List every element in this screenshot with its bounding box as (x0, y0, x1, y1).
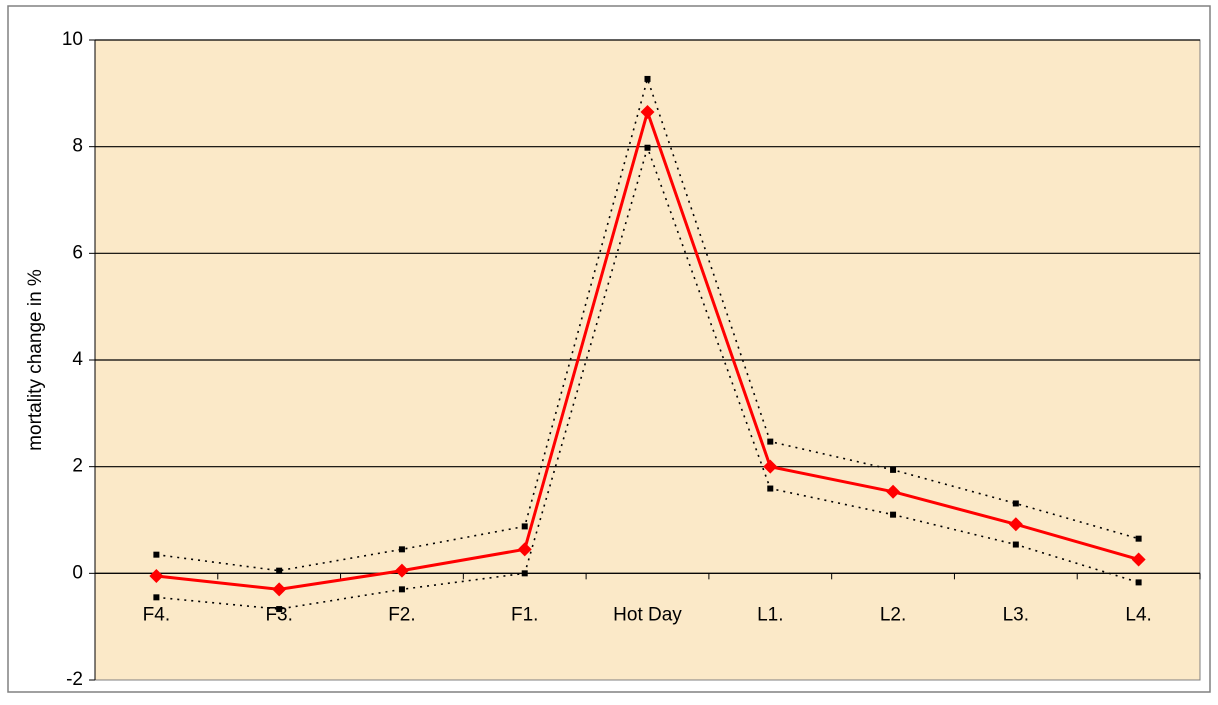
x-tick-label: L3. (1003, 604, 1029, 625)
marker (1012, 541, 1019, 548)
marker (1008, 517, 1023, 532)
bound-line (156, 145, 1139, 610)
marker (521, 570, 528, 577)
y-tick-label: 6 (72, 242, 83, 263)
marker (763, 459, 778, 474)
marker (517, 542, 532, 557)
marker (890, 511, 897, 518)
marker (276, 606, 283, 613)
marker (276, 567, 283, 574)
marker (153, 594, 160, 601)
y-tick-label: 0 (72, 562, 83, 583)
marker (153, 551, 160, 558)
x-tick-label: F3. (265, 604, 292, 625)
marker (521, 523, 528, 530)
x-tick-label: F2. (388, 604, 415, 625)
marker (644, 144, 651, 151)
x-tick-label: L2. (880, 604, 906, 625)
y-tick-label: -2 (66, 669, 83, 690)
marker (1135, 579, 1142, 586)
marker (394, 563, 409, 578)
x-tick-label: Hot Day (613, 604, 682, 625)
marker (890, 466, 897, 473)
y-tick-label: 8 (72, 136, 83, 157)
x-tick-label: F4. (143, 604, 170, 625)
marker (640, 105, 655, 119)
marker (886, 484, 901, 499)
marker (149, 569, 164, 583)
y-tick-label: 4 (72, 349, 83, 370)
marker (644, 75, 651, 82)
marker (1012, 500, 1019, 507)
marker (1135, 535, 1142, 542)
y-tick-label: 2 (72, 456, 83, 477)
marker (272, 582, 287, 597)
x-tick-label: L4. (1125, 604, 1151, 625)
marker (1131, 552, 1146, 567)
y-axis-label: mortality change in % (25, 269, 46, 451)
y-tick-label: 10 (62, 29, 83, 50)
x-tick-label: F1. (511, 604, 538, 625)
marker (767, 485, 774, 492)
x-tick-label: L1. (757, 604, 783, 625)
marker (398, 586, 405, 593)
marker (767, 438, 774, 445)
marker (398, 546, 405, 553)
